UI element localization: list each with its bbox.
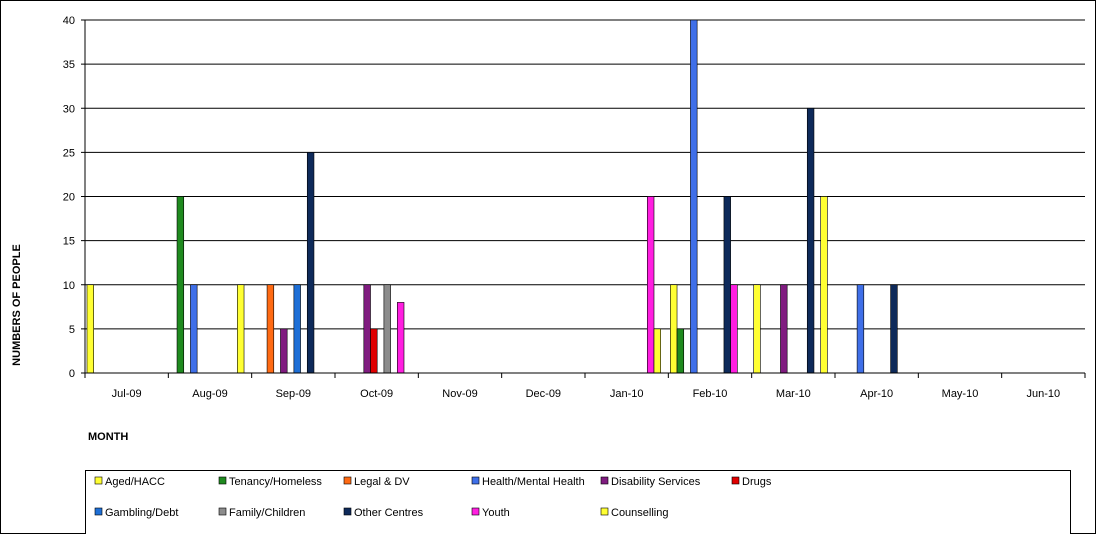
bar-tenancy-homeless-aug-09: [176, 196, 185, 374]
legend-swatch: [218, 476, 227, 485]
bar-counselling-aug-09: [237, 284, 245, 374]
x-tick-label: Dec-09: [526, 388, 561, 400]
legend-swatch: [94, 476, 103, 485]
legend-label: Other Centres: [354, 507, 424, 519]
bar-disability-services-mar-10: [780, 284, 788, 374]
y-axis-label: NUMBERS OF PEOPLE: [11, 244, 23, 366]
x-tick-label: Feb-10: [693, 388, 728, 400]
x-tick-label: Oct-09: [360, 388, 393, 400]
legend-box: [85, 470, 1071, 535]
y-tick-label: 10: [63, 280, 75, 292]
bar-health-mental-health-aug-09: [190, 284, 198, 374]
bar-aged-hacc-mar-10: [753, 284, 761, 374]
bar-disability-services-oct-09: [363, 284, 371, 374]
y-tick-label: 30: [63, 103, 75, 115]
legend-label: Health/Mental Health: [482, 476, 585, 488]
legend-label: Aged/HACC: [105, 476, 165, 488]
legend-label: Counselling: [611, 507, 668, 519]
bar-counselling-jan-10: [653, 328, 661, 374]
bar-youth-feb-10: [730, 284, 738, 374]
legend-swatch: [600, 507, 609, 516]
gridlines: [81, 19, 1086, 378]
legend-label: Tenancy/Homeless: [229, 476, 322, 488]
bar-tenancy-homeless-feb-10: [676, 328, 685, 374]
legend: Aged/HACC Tenancy/Homeless Legal & DV Healt…: [85, 470, 1071, 535]
x-tick-labels: Jul-09 Aug-09 Sep-09 Oct-09 Nov-09 Dec-09 Jan-…: [112, 388, 1060, 400]
x-tick-label: Jan-10: [610, 388, 644, 400]
y-tick-label: 25: [63, 147, 75, 159]
legend-swatch: [471, 476, 480, 485]
bar-aged-hacc-jul-09: [86, 284, 94, 374]
legend-swatch: [218, 507, 227, 516]
bar-youth-jan-10: [646, 196, 655, 374]
bar-other-centres-mar-10: [806, 107, 815, 374]
bar-other-centres-apr-10: [890, 284, 898, 374]
y-tick-label: 15: [63, 236, 75, 248]
x-axis-label: MONTH: [88, 431, 128, 443]
bar-youth-oct-09: [396, 302, 405, 374]
legend-label: Family/Children: [229, 507, 305, 519]
bar-family-children-oct-09: [383, 284, 391, 374]
bar-counselling-mar-10: [820, 196, 828, 374]
bar-drugs-oct-09: [370, 328, 378, 374]
y-tick-label: 0: [69, 368, 75, 380]
bars-group: [86, 19, 898, 374]
legend-label: Disability Services: [611, 476, 701, 488]
x-tick-label: Jun-10: [1027, 388, 1061, 400]
bar-health-mental-health-apr-10: [856, 284, 865, 374]
y-tick-label: 5: [69, 324, 75, 336]
bar-other-centres-sep-09: [306, 152, 315, 374]
bar-legal-dv-sep-09: [266, 284, 275, 374]
x-tick-label: Apr-10: [860, 388, 893, 400]
y-tick-labels: 0 5 10 15 20 25 30 35 40: [63, 15, 75, 380]
bar-gambling-debt-sep-09: [293, 284, 301, 374]
x-tick-label: Sep-09: [276, 388, 311, 400]
bar-health-mental-health-feb-10: [690, 19, 698, 374]
legend-swatch: [94, 507, 103, 516]
legend-swatch: [471, 507, 480, 516]
legend-swatch: [731, 476, 740, 485]
x-tick-label: Jul-09: [112, 388, 142, 400]
x-tick-label: Aug-09: [192, 388, 227, 400]
bar-other-centres-feb-10: [723, 196, 731, 374]
x-tick-label: Nov-09: [442, 388, 477, 400]
legend-label: Legal & DV: [354, 476, 410, 488]
legend-label: Youth: [482, 507, 510, 519]
legend-swatch: [343, 476, 352, 485]
legend-swatch: [343, 507, 352, 516]
bar-disability-services-sep-09: [280, 328, 288, 374]
x-tick-label: May-10: [942, 388, 979, 400]
y-tick-label: 35: [63, 59, 75, 71]
legend-label: Drugs: [742, 476, 772, 488]
y-tick-label: 40: [63, 15, 75, 27]
legend-swatch: [600, 476, 609, 485]
y-tick-label: 20: [63, 192, 75, 204]
x-tick-label: Mar-10: [776, 388, 811, 400]
legend-label: Gambling/Debt: [105, 507, 178, 519]
bar-aged-hacc-feb-10: [670, 284, 678, 374]
axes: [84, 20, 1085, 374]
